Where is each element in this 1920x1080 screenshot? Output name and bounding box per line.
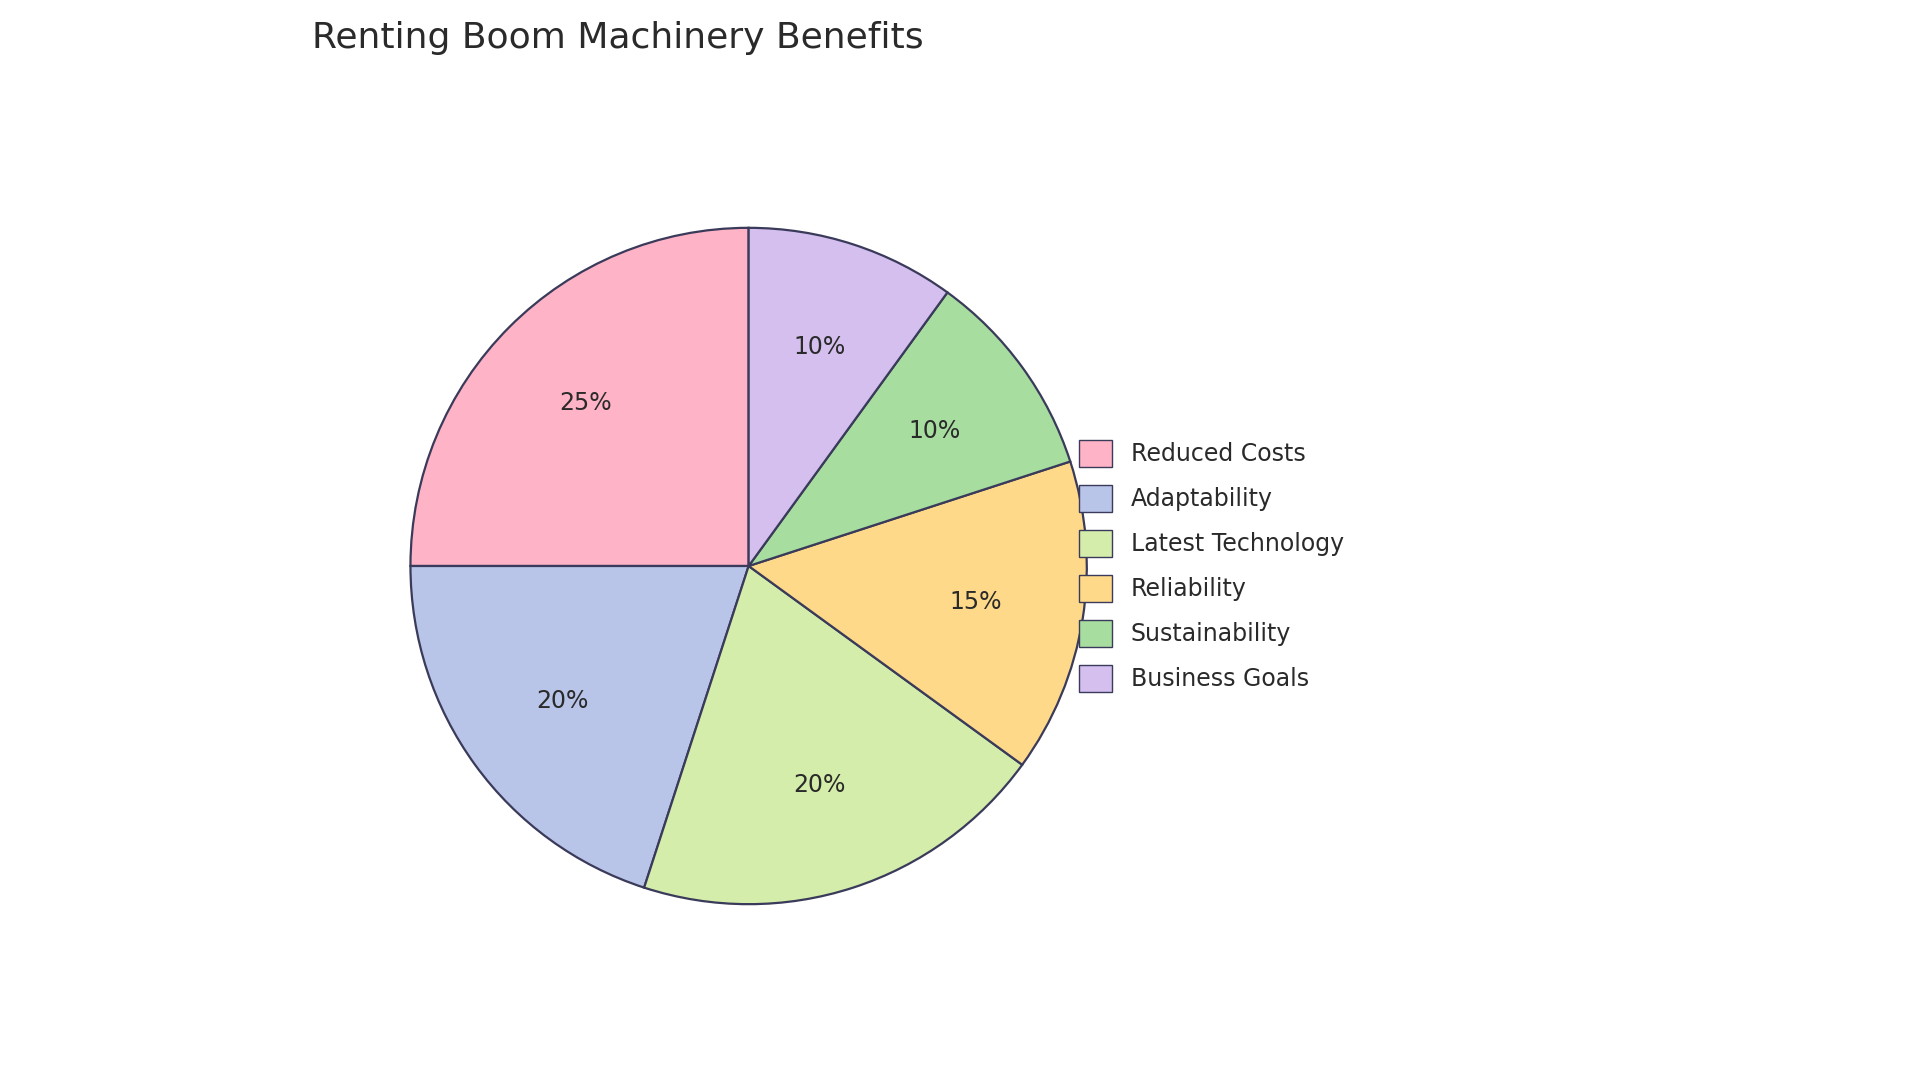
Wedge shape	[749, 228, 947, 566]
Legend: Reduced Costs, Adaptability, Latest Technology, Reliability, Sustainability, Bus: Reduced Costs, Adaptability, Latest Tech…	[1069, 431, 1354, 702]
Wedge shape	[411, 228, 749, 566]
Text: 25%: 25%	[561, 391, 612, 416]
Text: 20%: 20%	[536, 689, 589, 713]
Text: 10%: 10%	[793, 335, 847, 360]
Wedge shape	[749, 293, 1069, 566]
Text: 20%: 20%	[793, 772, 847, 797]
Wedge shape	[643, 566, 1021, 904]
Text: 15%: 15%	[950, 590, 1002, 613]
Text: 10%: 10%	[908, 419, 960, 443]
Wedge shape	[411, 566, 749, 888]
Title: Renting Boom Machinery Benefits: Renting Boom Machinery Benefits	[313, 21, 924, 55]
Wedge shape	[749, 461, 1087, 765]
